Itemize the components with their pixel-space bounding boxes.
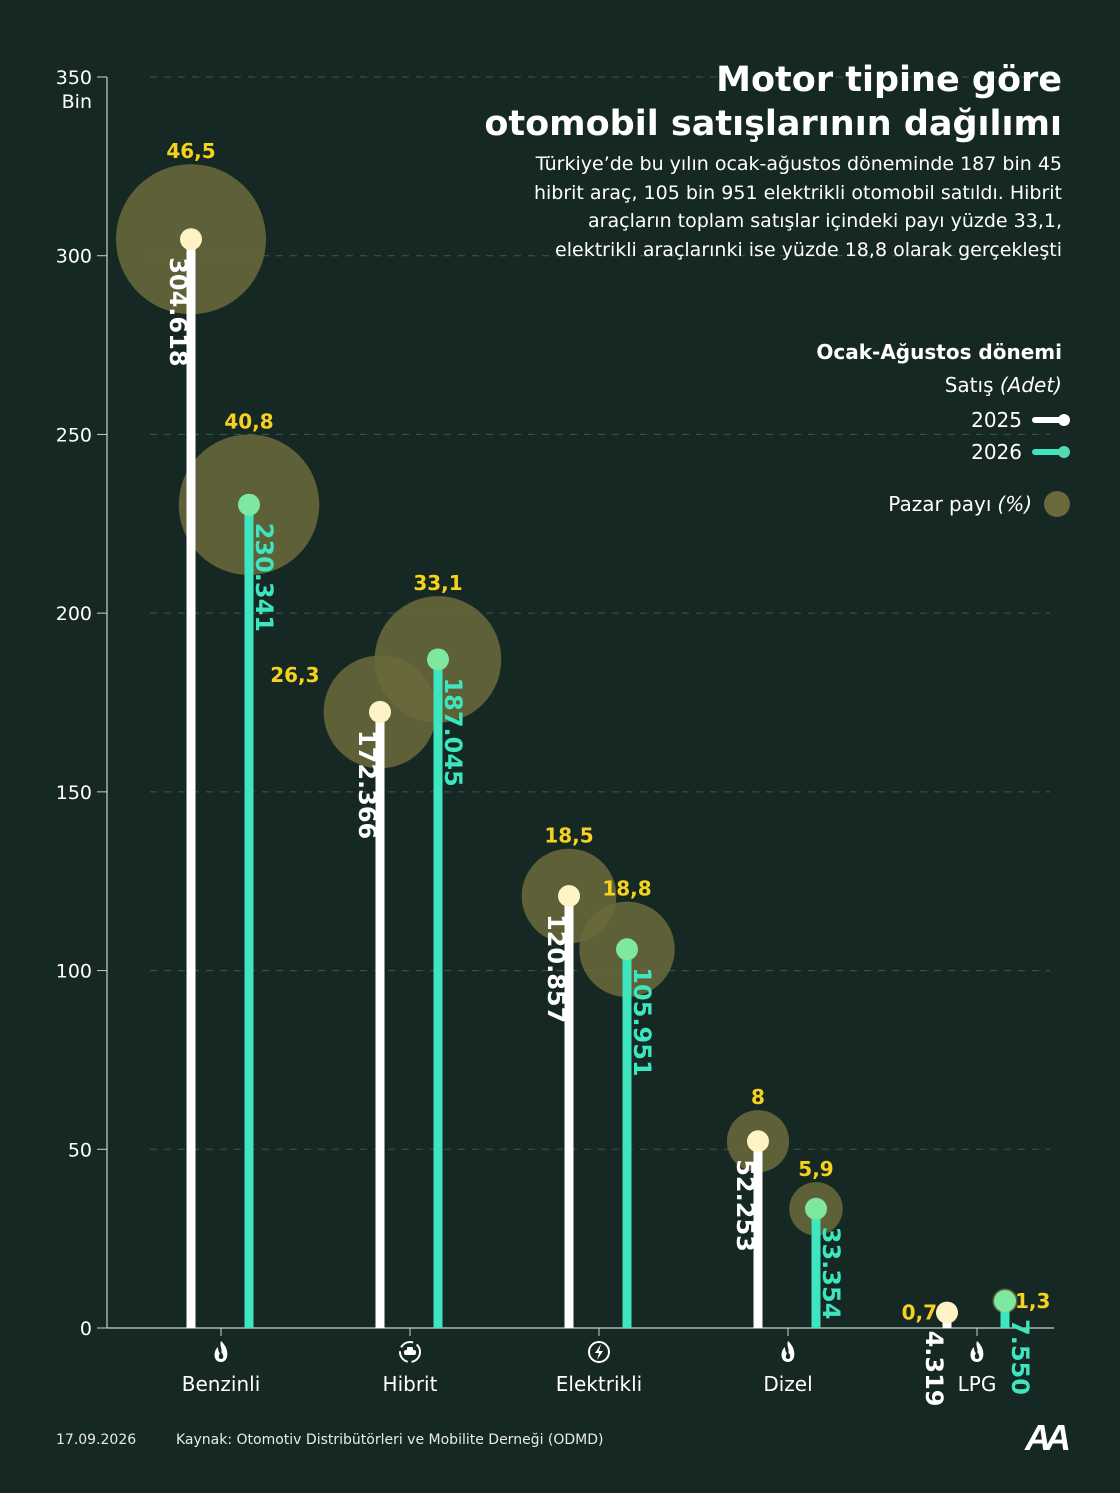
legend-item-2025: 2025	[971, 408, 1070, 432]
lollipop-dot	[558, 885, 580, 908]
legend-unit: Satış (Adet)	[945, 373, 1062, 397]
flame-icon	[970, 1341, 984, 1362]
value-label: 230.341	[250, 523, 278, 632]
value-label: 120.857	[542, 914, 570, 1023]
market-share-label: 0,7	[902, 1301, 937, 1325]
x-tick-label: Dizel	[763, 1372, 812, 1396]
aa-logo-text: AA	[1024, 1417, 1069, 1458]
legend-unit-label: Satış	[944, 373, 994, 397]
lollipop-dot	[180, 228, 202, 251]
legend-label-2026: 2026	[971, 440, 1022, 464]
x-tick-label: Hibrit	[383, 1372, 438, 1396]
y-axis-unit: Bin	[62, 91, 92, 113]
lollipop-dot	[747, 1130, 769, 1153]
hybrid-car-body	[404, 1350, 416, 1355]
lollipop-dot	[994, 1290, 1016, 1313]
lollipop-dot	[936, 1301, 958, 1324]
x-tick-label: LPG	[958, 1372, 997, 1396]
market-share-label: 8	[751, 1085, 765, 1109]
aa-logo: AA	[1024, 1417, 1070, 1458]
chart-subtitle: Türkiye’de bu yılın ocak-ağustos dönemin…	[533, 153, 1062, 261]
y-tick-label: 50	[68, 1139, 92, 1161]
flame-icon	[781, 1341, 795, 1362]
value-label: 4.319	[920, 1331, 948, 1407]
lightning-icon	[588, 1341, 610, 1363]
flame-icon	[214, 1341, 228, 1362]
x-tick-label: Benzinli	[182, 1372, 261, 1396]
footer-date: 17.09.2026	[56, 1432, 137, 1448]
legend-swatch-2026	[1032, 446, 1070, 458]
value-label: 172.366	[353, 730, 381, 839]
market-share-label: 18,5	[544, 824, 593, 848]
x-tick-label: Elektrikli	[556, 1372, 642, 1396]
market-share-label: 40,8	[224, 409, 273, 433]
title-line-2: otomobil satışlarının dağılımı	[484, 104, 1062, 144]
legend-item-2026: 2026	[971, 440, 1070, 464]
flame-inner	[974, 1352, 980, 1359]
footer-source: Kaynak: Otomotiv Distribütörleri ve Mobi…	[176, 1432, 604, 1448]
y-tick-label: 150	[56, 782, 92, 804]
market-share-label: 18,8	[602, 877, 651, 901]
market-share-label: 46,5	[166, 139, 215, 163]
lollipop-dot	[238, 493, 260, 516]
lollipop-dot	[616, 938, 638, 961]
lightning-bolt	[595, 1344, 603, 1360]
market-share-label: 5,9	[798, 1157, 833, 1181]
y-tick-label: 350	[56, 67, 92, 89]
value-label: 304.618	[164, 257, 192, 366]
lollipop-dot	[369, 700, 391, 723]
legend-unit-paren: (Adet)	[999, 373, 1062, 397]
value-label: 52.253	[731, 1159, 759, 1252]
title-line-1: Motor tipine göre	[716, 60, 1062, 100]
hybrid-car-roof	[407, 1347, 413, 1351]
y-tick-label: 250	[56, 424, 92, 446]
flame-inner	[785, 1352, 791, 1359]
legend-share-swatch	[1044, 491, 1070, 517]
legend-title: Ocak-Ağustos dönemi	[816, 340, 1062, 364]
value-label: 105.951	[628, 967, 656, 1076]
hybrid-car-icon	[399, 1341, 421, 1363]
y-tick-label: 300	[56, 246, 92, 268]
y-tick-label: 100	[56, 961, 92, 983]
market-share-label: 33,1	[413, 571, 462, 595]
value-label: 187.045	[439, 677, 467, 786]
value-label: 33.354	[817, 1227, 845, 1320]
value-label: 7.550	[1006, 1319, 1034, 1395]
lollipop-dot	[805, 1197, 827, 1220]
legend-share-label: Pazar payı	[888, 492, 992, 516]
legend-share-paren: (%)	[997, 492, 1032, 516]
y-tick-label: 200	[56, 603, 92, 625]
y-tick-label: 0	[80, 1318, 92, 1340]
market-share-label: 26,3	[270, 663, 319, 687]
flame-inner	[218, 1352, 224, 1359]
legend-swatch-2025	[1032, 414, 1070, 426]
lollipop-dot	[427, 648, 449, 671]
market-share-label: 1,3	[1015, 1289, 1050, 1313]
chart-title: Motor tipine göre otomobil satışlarının …	[422, 58, 1062, 146]
legend-label-2025: 2025	[971, 408, 1022, 432]
legend-item-share: Pazar payı (%)	[888, 490, 1070, 518]
